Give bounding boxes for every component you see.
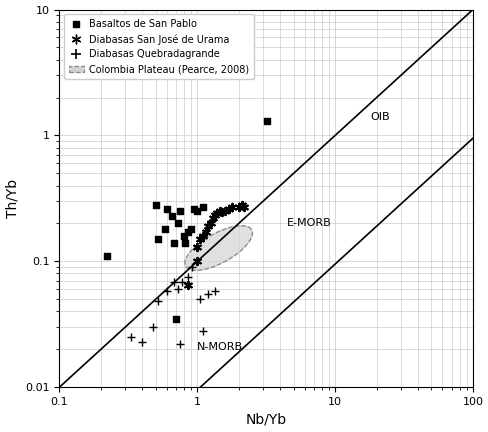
Basaltos de San Pablo (263, 118, 270, 124)
Diabasas Quebradagrande (183, 273, 191, 280)
Diabasas San José de Urama (217, 209, 225, 216)
Basaltos de San Pablo (154, 236, 162, 243)
Diabasas San José de Urama (237, 202, 245, 209)
Basaltos de San Pablo (161, 226, 168, 232)
Diabasas San José de Urama (196, 236, 203, 243)
Diabasas Quebradagrande (188, 264, 196, 270)
Diabasas San José de Urama (224, 206, 232, 213)
Diabasas San José de Urama (202, 229, 209, 236)
Diabasas Quebradagrande (173, 286, 181, 292)
Basaltos de San Pablo (167, 212, 175, 219)
Basaltos de San Pablo (102, 253, 110, 260)
Diabasas Quebradagrande (196, 296, 203, 303)
Basaltos de San Pablo (193, 208, 201, 215)
Text: E-MORB: E-MORB (287, 219, 331, 229)
Diabasas San José de Urama (211, 211, 219, 218)
Diabasas Quebradagrande (163, 288, 170, 295)
X-axis label: Nb/Yb: Nb/Yb (245, 413, 286, 426)
Legend: Basaltos de San Pablo, Diabasas San José de Urama, Diabasas Quebradagrande, Colo: Basaltos de San Pablo, Diabasas San José… (64, 14, 253, 79)
Diabasas San José de Urama (204, 223, 212, 230)
Basaltos de San Pablo (183, 229, 191, 236)
Basaltos de San Pablo (170, 239, 178, 246)
Basaltos de San Pablo (152, 202, 160, 209)
Basaltos de San Pablo (172, 315, 180, 322)
Diabasas San José de Urama (206, 220, 214, 227)
Diabasas Quebradagrande (138, 338, 146, 345)
Diabasas San José de Urama (228, 203, 236, 210)
Diabasas San José de Urama (240, 203, 248, 210)
Y-axis label: Th/Yb: Th/Yb (5, 179, 20, 218)
Diabasas San José de Urama (215, 208, 223, 215)
Basaltos de San Pablo (180, 232, 187, 239)
Basaltos de San Pablo (163, 206, 170, 213)
Diabasas Quebradagrande (178, 279, 186, 286)
Text: OIB: OIB (369, 112, 389, 122)
Diabasas San José de Urama (199, 232, 206, 239)
Basaltos de San Pablo (190, 206, 198, 213)
Diabasas Quebradagrande (199, 327, 206, 334)
Basaltos de San Pablo (176, 208, 183, 215)
Diabasas Quebradagrande (204, 291, 212, 298)
Diabasas San José de Urama (209, 215, 217, 222)
Diabasas Quebradagrande (127, 334, 135, 340)
Diabasas San José de Urama (193, 244, 201, 251)
Diabasas Quebradagrande (154, 298, 162, 305)
Text: N-MORB: N-MORB (197, 342, 243, 352)
Basaltos de San Pablo (181, 239, 189, 246)
Basaltos de San Pablo (173, 220, 181, 227)
Diabasas San José de Urama (193, 258, 201, 265)
Diabasas Quebradagrande (170, 279, 178, 286)
Diabasas San José de Urama (221, 208, 229, 215)
Diabasas San José de Urama (183, 281, 191, 288)
Diabasas San José de Urama (213, 210, 221, 217)
Diabasas San José de Urama (234, 203, 242, 210)
Basaltos de San Pablo (199, 203, 206, 210)
Polygon shape (184, 226, 252, 270)
Basaltos de San Pablo (187, 226, 195, 232)
Diabasas Quebradagrande (211, 288, 219, 295)
Diabasas Quebradagrande (149, 324, 157, 330)
Diabasas Quebradagrande (176, 340, 183, 347)
